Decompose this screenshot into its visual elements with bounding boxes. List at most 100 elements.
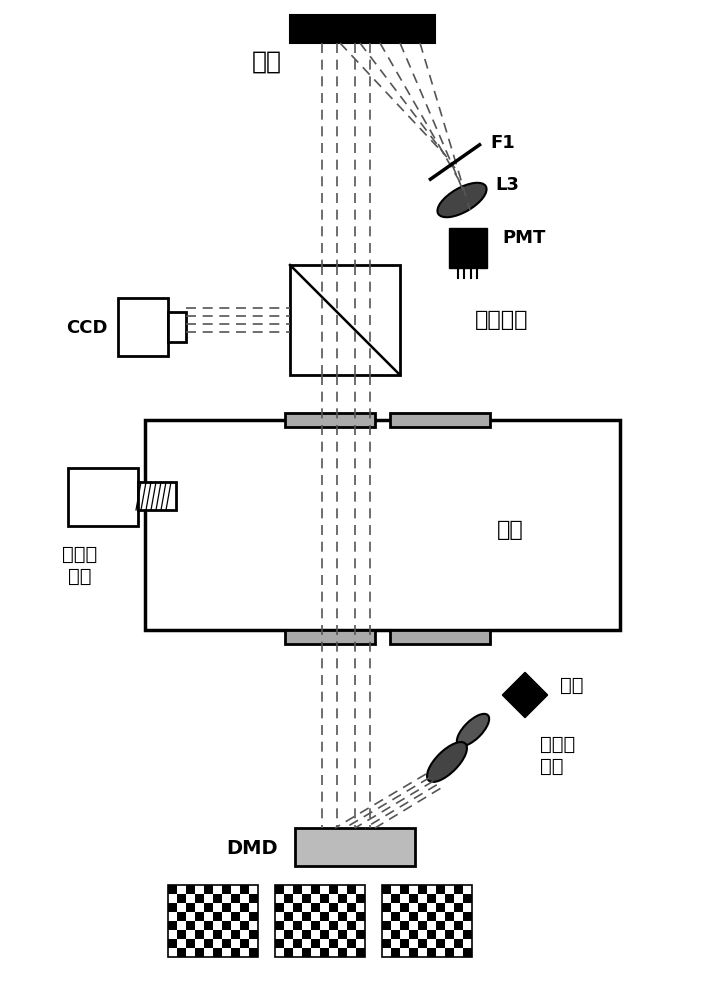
Bar xyxy=(195,948,204,957)
Bar xyxy=(177,921,186,930)
Bar xyxy=(204,903,213,912)
Bar xyxy=(356,885,365,894)
Bar xyxy=(168,939,177,948)
Bar xyxy=(382,912,391,921)
Bar xyxy=(449,228,487,268)
Bar xyxy=(382,948,391,957)
Bar xyxy=(445,939,454,948)
Bar xyxy=(311,948,320,957)
Bar xyxy=(302,939,311,948)
Bar xyxy=(240,921,249,930)
Bar xyxy=(311,894,320,903)
Bar xyxy=(186,912,195,921)
Bar xyxy=(400,930,409,939)
Bar xyxy=(382,885,472,957)
Bar xyxy=(409,939,418,948)
Bar xyxy=(427,930,436,939)
Bar xyxy=(382,921,391,930)
Bar xyxy=(382,939,391,948)
Bar xyxy=(311,939,320,948)
Bar xyxy=(293,885,302,894)
Bar xyxy=(275,912,284,921)
Bar xyxy=(204,948,213,957)
Text: CCD: CCD xyxy=(66,319,108,337)
Bar xyxy=(311,903,320,912)
Ellipse shape xyxy=(457,714,489,746)
Bar xyxy=(436,894,445,903)
Bar xyxy=(231,921,240,930)
Bar xyxy=(240,903,249,912)
Bar xyxy=(382,903,391,912)
Text: L3: L3 xyxy=(495,176,519,194)
Bar xyxy=(186,894,195,903)
Bar xyxy=(400,885,409,894)
Bar xyxy=(284,939,293,948)
Text: 分光棱镜: 分光棱镜 xyxy=(475,310,528,330)
Bar xyxy=(302,894,311,903)
Bar xyxy=(320,885,329,894)
Bar xyxy=(347,948,356,957)
Text: PMT: PMT xyxy=(502,229,545,247)
Bar xyxy=(168,912,177,921)
Bar xyxy=(222,912,231,921)
Bar xyxy=(285,413,375,427)
Bar xyxy=(195,903,204,912)
Bar xyxy=(222,930,231,939)
Bar xyxy=(249,903,258,912)
Bar xyxy=(311,930,320,939)
Bar xyxy=(145,420,620,630)
Bar xyxy=(347,930,356,939)
Bar xyxy=(138,482,176,510)
Bar xyxy=(204,921,213,930)
Bar xyxy=(454,894,463,903)
Bar xyxy=(338,948,347,957)
Polygon shape xyxy=(503,672,548,718)
Bar xyxy=(284,903,293,912)
Bar xyxy=(463,939,472,948)
Bar xyxy=(222,939,231,948)
Bar xyxy=(275,948,284,957)
Bar xyxy=(463,930,472,939)
Bar xyxy=(454,930,463,939)
Bar xyxy=(445,930,454,939)
Bar xyxy=(290,15,435,43)
Bar xyxy=(168,894,177,903)
Bar xyxy=(338,921,347,930)
Bar xyxy=(418,948,427,957)
Bar xyxy=(204,930,213,939)
Bar xyxy=(240,885,249,894)
Bar xyxy=(320,894,329,903)
Bar xyxy=(213,894,222,903)
Bar xyxy=(338,930,347,939)
Bar xyxy=(454,885,463,894)
Bar xyxy=(222,903,231,912)
Bar xyxy=(275,894,284,903)
Bar xyxy=(275,885,284,894)
Bar xyxy=(231,903,240,912)
Text: DMD: DMD xyxy=(226,838,278,857)
Bar xyxy=(338,912,347,921)
Bar xyxy=(445,885,454,894)
Bar xyxy=(418,939,427,948)
Bar xyxy=(436,912,445,921)
Bar xyxy=(195,930,204,939)
Bar xyxy=(284,912,293,921)
Bar xyxy=(302,948,311,957)
Bar xyxy=(356,921,365,930)
Bar xyxy=(454,939,463,948)
Bar xyxy=(427,948,436,957)
Bar xyxy=(454,948,463,957)
Bar xyxy=(204,939,213,948)
Bar xyxy=(249,912,258,921)
Bar xyxy=(390,630,490,644)
Ellipse shape xyxy=(427,742,467,782)
Bar xyxy=(320,903,329,912)
Bar xyxy=(275,903,284,912)
Bar xyxy=(418,912,427,921)
Bar xyxy=(400,894,409,903)
Bar xyxy=(418,885,427,894)
Bar xyxy=(418,921,427,930)
Bar xyxy=(231,885,240,894)
Bar xyxy=(249,930,258,939)
Bar xyxy=(213,948,222,957)
